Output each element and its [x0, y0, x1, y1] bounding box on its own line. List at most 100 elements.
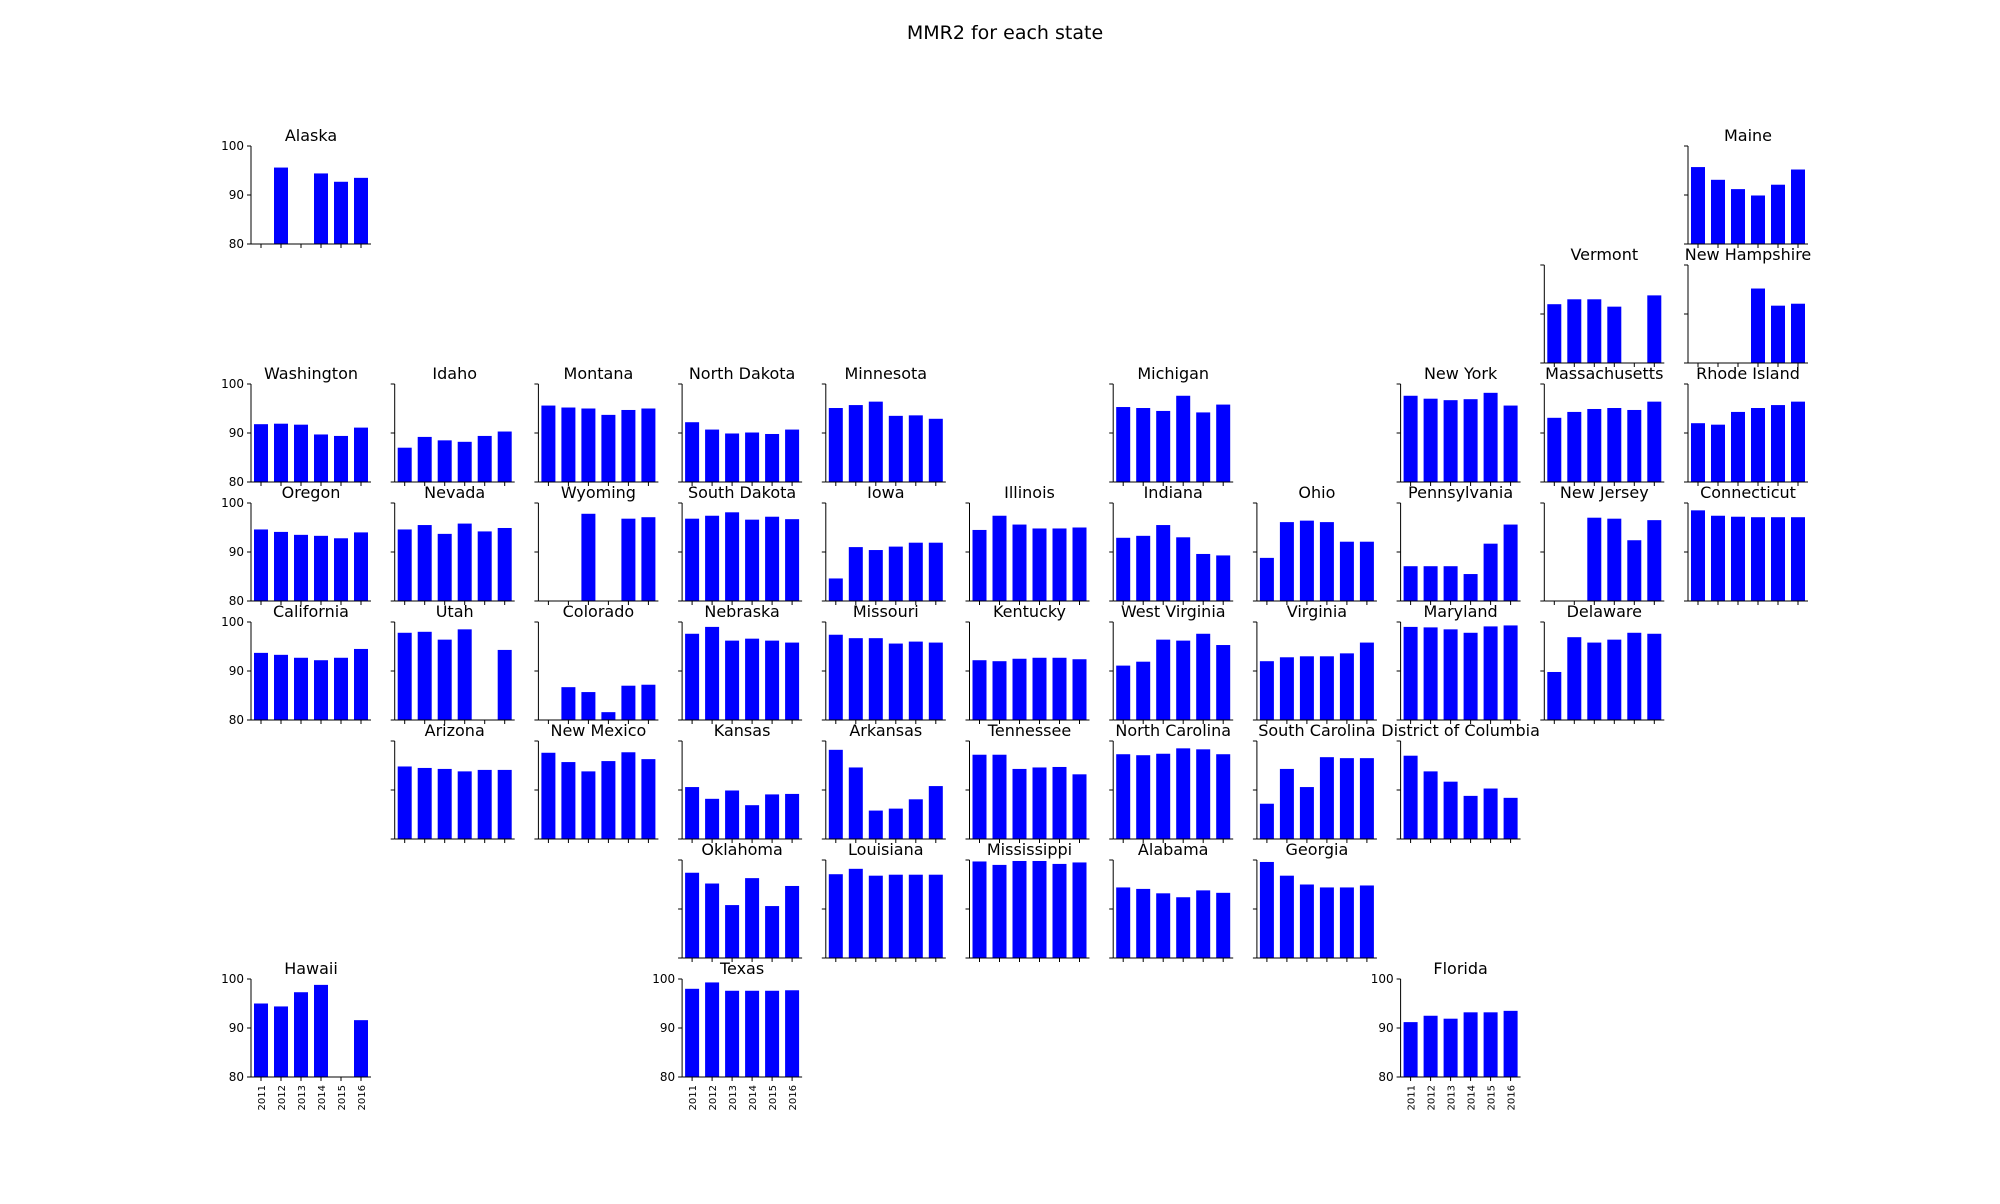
bar-montana-2016 [641, 408, 656, 482]
bar-rhode-island-2013 [1731, 411, 1745, 482]
panel-title-iowa: Iowa [867, 483, 904, 502]
bar-georgia-2015 [1339, 887, 1354, 958]
bar-south-carolina-2012 [1279, 768, 1294, 839]
bar-idaho-2012 [417, 436, 432, 482]
bar-kansas-2016 [785, 793, 800, 839]
bar-louisiana-2011 [828, 874, 843, 958]
bar-kentucky-2013 [1012, 658, 1027, 720]
bar-mississippi-2015 [1052, 863, 1067, 958]
bar-mississippi-2012 [992, 864, 1007, 958]
panel-minnesota: Minnesota [821, 364, 946, 486]
bar-florida-2015 [1483, 1012, 1498, 1077]
bar-indiana-2014 [1176, 537, 1191, 601]
bar-vermont-2012 [1567, 299, 1582, 363]
panel-title-utah: Utah [436, 602, 474, 621]
bar-south-carolina-2013 [1299, 787, 1314, 839]
panel-new-york: New York [1396, 364, 1521, 486]
panel-wyoming: Wyoming [534, 483, 659, 605]
bar-nevada-2015 [477, 531, 492, 601]
panel-title-minnesota: Minnesota [845, 364, 928, 383]
bar-florida-2016 [1503, 1010, 1518, 1077]
bar-kansas-2015 [765, 794, 780, 839]
bar-maine-2015 [1771, 184, 1785, 244]
bar-south-carolina-2011 [1259, 803, 1274, 839]
panel-title-illinois: Illinois [1004, 483, 1055, 502]
bar-michigan-2014 [1176, 395, 1191, 482]
bar-district-of-columbia-2011 [1403, 755, 1418, 839]
bar-kentucky-2014 [1032, 657, 1047, 720]
bar-iowa-2015 [908, 542, 923, 601]
bar-west-virginia-2013 [1156, 639, 1171, 720]
x-tick-label-texas-2012: 2012 [708, 1085, 719, 1110]
bar-north-dakota-2012 [705, 429, 720, 482]
y-tick-label-florida-90: 90 [1378, 1021, 1393, 1035]
bar-texas-2013 [725, 990, 740, 1077]
bar-montana-2013 [581, 408, 596, 482]
bar-delaware-2015 [1627, 632, 1642, 720]
bar-kansas-2012 [705, 798, 720, 839]
bar-oregon-2011 [254, 529, 268, 601]
bar-hawaii-2011 [254, 1003, 268, 1077]
panel-title-oklahoma: Oklahoma [701, 840, 782, 859]
y-tick-label-california-100: 100 [221, 615, 244, 629]
bar-washington-2013 [294, 424, 308, 482]
bar-indiana-2011 [1116, 537, 1131, 601]
bar-missouri-2013 [868, 638, 883, 720]
panel-title-indiana: Indiana [1144, 483, 1203, 502]
bar-wyoming-2013 [581, 513, 596, 601]
bar-missouri-2011 [828, 634, 843, 720]
panel-oklahoma: Oklahoma [678, 840, 803, 962]
panel-title-nebraska: Nebraska [704, 602, 779, 621]
y-tick-label-texas-100: 100 [652, 972, 675, 986]
bar-oregon-2016 [354, 532, 368, 601]
x-tick-label-texas-2014: 2014 [748, 1085, 759, 1110]
bar-alaska-2014 [314, 173, 328, 244]
bar-texas-2015 [765, 990, 780, 1077]
bar-oregon-2014 [314, 535, 328, 601]
bar-washington-2012 [274, 423, 288, 482]
bar-georgia-2014 [1319, 887, 1334, 958]
panel-title-montana: Montana [564, 364, 634, 383]
bar-indiana-2016 [1216, 555, 1231, 601]
bar-connecticut-2014 [1751, 517, 1765, 601]
bar-ohio-2015 [1339, 541, 1354, 601]
bar-arkansas-2016 [928, 786, 943, 839]
bar-wyoming-2015 [621, 518, 636, 601]
panel-title-tennessee: Tennessee [987, 721, 1071, 740]
bar-kentucky-2012 [992, 661, 1007, 720]
panel-title-west-virginia: West Virginia [1121, 602, 1226, 621]
bar-ohio-2013 [1299, 520, 1314, 601]
bar-ohio-2016 [1359, 541, 1374, 601]
bar-connecticut-2016 [1791, 517, 1805, 601]
panel-missouri: Missouri [821, 602, 946, 724]
bar-connecticut-2013 [1731, 516, 1745, 601]
bar-new-york-2013 [1443, 400, 1458, 482]
bar-tennessee-2016 [1072, 774, 1087, 839]
panel-title-north-carolina: North Carolina [1115, 721, 1231, 740]
bar-louisiana-2014 [888, 874, 903, 958]
y-tick-label-washington-80: 80 [229, 475, 244, 489]
bar-louisiana-2012 [848, 868, 863, 958]
bar-south-carolina-2015 [1339, 758, 1354, 839]
bar-arkansas-2012 [848, 767, 863, 839]
bar-washington-2016 [354, 427, 368, 482]
bar-washington-2011 [254, 424, 268, 482]
bar-oregon-2013 [294, 534, 308, 601]
bar-nebraska-2013 [725, 640, 740, 720]
panel-title-connecticut: Connecticut [1700, 483, 1796, 502]
x-tick-label-texas-2013: 2013 [728, 1085, 739, 1110]
bar-north-dakota-2011 [685, 422, 700, 482]
bar-idaho-2016 [497, 431, 512, 482]
bar-georgia-2012 [1279, 875, 1294, 958]
panel-north-carolina: North Carolina [1109, 721, 1234, 843]
panel-district-of-columbia: District of Columbia [1381, 721, 1540, 843]
panel-indiana: Indiana [1109, 483, 1234, 605]
bar-idaho-2014 [457, 441, 472, 482]
panel-title-new-hampshire: New Hampshire [1685, 245, 1812, 264]
bar-district-of-columbia-2015 [1483, 788, 1498, 839]
y-tick-label-alaska-90: 90 [229, 188, 244, 202]
bar-indiana-2013 [1156, 525, 1171, 601]
bar-missouri-2016 [928, 642, 943, 720]
y-tick-label-hawaii-80: 80 [229, 1070, 244, 1084]
